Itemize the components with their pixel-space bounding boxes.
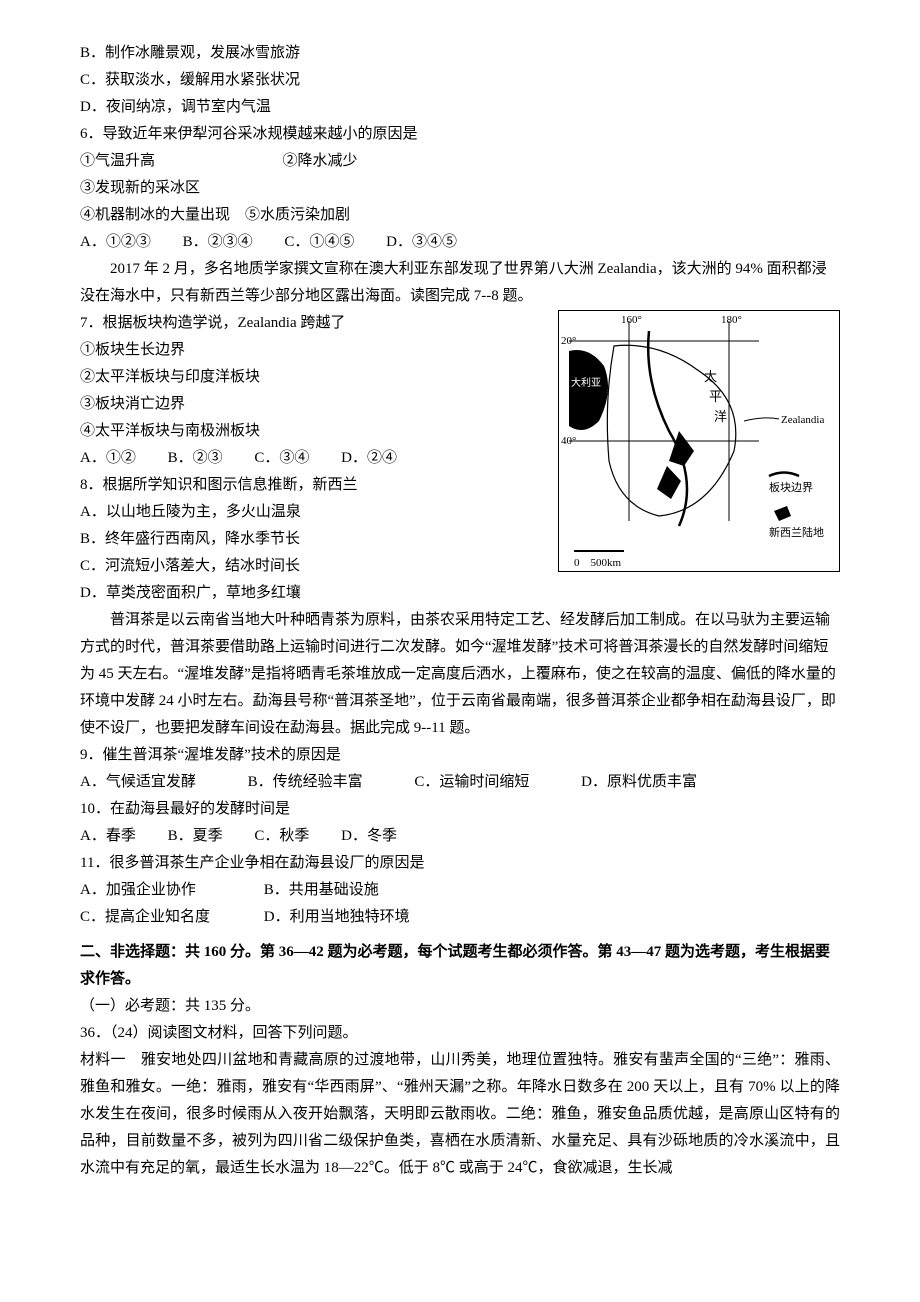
q9-options: A．气候适宜发酵 B．传统经验丰富 C．运输时间缩短 D．原料优质丰富 — [80, 769, 840, 796]
section2-sub: （一）必考题：共 135 分。 — [80, 993, 840, 1020]
q11-opt-b: B．共用基础设施 — [264, 882, 379, 898]
q7-opt-d: D．②④ — [341, 450, 397, 466]
q7-opt-c: C．③④ — [254, 450, 309, 466]
q8-opt-b: B．终年盛行西南风，降水季节长 — [80, 526, 542, 553]
q8-opt-c: C．河流短小落差大，结冰时间长 — [80, 553, 542, 580]
q10-options: A．春季 B．夏季 C．秋季 D．冬季 — [80, 823, 840, 850]
q11-row2: C．提高企业知名度 D．利用当地独特环境 — [80, 904, 840, 931]
map-pacific3: 洋 — [714, 409, 727, 424]
section2-title: 二、非选择题：共 160 分。第 36—42 题为必考题，每个试题考生都必须作答… — [80, 939, 840, 993]
map-legend-boundary: 板块边界 — [769, 480, 813, 494]
q9-opt-b: B．传统经验丰富 — [248, 774, 363, 790]
q6-item2: ③发现新的采冰区 — [80, 175, 840, 202]
q6-item1: ①气温升高 ②降水减少 — [80, 148, 840, 175]
q8-opt-a: A．以山地丘陵为主，多火山温泉 — [80, 499, 542, 526]
q9-opt-c: C．运输时间缩短 — [414, 774, 529, 790]
map-lat20: 20° — [561, 335, 576, 347]
q6-item1b: ②降水减少 — [283, 153, 358, 169]
q11-stem: 11．很多普洱茶生产企业争相在勐海县设厂的原因是 — [80, 850, 840, 877]
q7-i1: ①板块生长边界 — [80, 337, 542, 364]
q7-i4: ④太平洋板块与南极洲板块 — [80, 418, 542, 445]
q6-opt-c: C．①④⑤ — [284, 234, 354, 250]
q6-item3: ④机器制冰的大量出现 ⑤水质污染加剧 — [80, 202, 840, 229]
q7-opt-b: B．②③ — [168, 450, 223, 466]
q9-opt-d: D．原料优质丰富 — [581, 774, 697, 790]
q36-stem: 36．（24）阅读图文材料，回答下列问题。 — [80, 1020, 840, 1047]
map-pacific2: 平 — [709, 389, 722, 404]
q10-stem: 10．在勐海县最好的发酵时间是 — [80, 796, 840, 823]
q10-opt-b: B．夏季 — [168, 828, 223, 844]
map-figure: 160° 180° 20° 40° 太 平 洋 大利亚 Zealandia 板块… — [558, 310, 840, 572]
map-lon180: 180° — [721, 314, 742, 326]
q7-i3: ③板块消亡边界 — [80, 391, 542, 418]
q6-opt-d: D．③④⑤ — [386, 234, 457, 250]
map-pacific1: 太 — [704, 369, 717, 384]
q11-opt-d: D．利用当地独特环境 — [264, 909, 410, 925]
q11-opt-a: A．加强企业协作 — [80, 877, 260, 904]
q8-opt-d: D．草类茂密面积广，草地多红壤 — [80, 580, 542, 607]
q8-stem: 8．根据所学知识和图示信息推断，新西兰 — [80, 472, 542, 499]
q6-opt-a: A．①②③ — [80, 234, 151, 250]
q6-item1a: ①气温升高 — [80, 153, 155, 169]
map-lon160: 160° — [621, 314, 642, 326]
q5-option-b: B．制作冰雕景观，发展冰雪旅游 — [80, 40, 840, 67]
q6-opt-b: B．②③④ — [183, 234, 253, 250]
q10-opt-a: A．春季 — [80, 828, 136, 844]
q9-opt-a: A．气候适宜发酵 — [80, 774, 196, 790]
q11-row1: A．加强企业协作 B．共用基础设施 — [80, 877, 840, 904]
q6-options: A．①②③ B．②③④ C．①④⑤ D．③④⑤ — [80, 229, 840, 256]
q10-opt-d: D．冬季 — [341, 828, 397, 844]
q9-stem: 9．催生普洱茶“渥堆发酵”技术的原因是 — [80, 742, 840, 769]
q36-body: 材料一 雅安地处四川盆地和青藏高原的过渡地带，山川秀美，地理位置独特。雅安有蜚声… — [80, 1047, 840, 1182]
q7-i2: ②太平洋板块与印度洋板块 — [80, 364, 542, 391]
map-lat40: 40° — [561, 435, 576, 447]
map-aus: 大利亚 — [571, 376, 601, 389]
passage-78: 2017 年 2 月，多名地质学家撰文宣称在澳大利亚东部发现了世界第八大洲 Ze… — [80, 256, 840, 310]
map-scale: 0 500km — [574, 557, 621, 569]
map-svg: 160° 180° 20° 40° 太 平 洋 大利亚 Zealandia 板块… — [559, 311, 839, 571]
map-zealandia: Zealandia — [781, 414, 824, 426]
q7-stem: 7．根据板块构造学说，Zealandia 跨越了 — [80, 310, 542, 337]
q5-option-d: D．夜间纳凉，调节室内气温 — [80, 94, 840, 121]
passage-911: 普洱茶是以云南省当地大叶种晒青茶为原料，由茶农采用特定工艺、经发酵后加工制成。在… — [80, 607, 840, 742]
q10-opt-c: C．秋季 — [254, 828, 309, 844]
q7-opt-a: A．①② — [80, 450, 136, 466]
map-legend-nz: 新西兰陆地 — [769, 525, 824, 539]
q11-opt-c: C．提高企业知名度 — [80, 904, 260, 931]
q5-option-c: C．获取淡水，缓解用水紧张状况 — [80, 67, 840, 94]
q6-stem: 6．导致近年来伊犁河谷采冰规模越来越小的原因是 — [80, 121, 840, 148]
q7-options: A．①② B．②③ C．③④ D．②④ — [80, 445, 542, 472]
